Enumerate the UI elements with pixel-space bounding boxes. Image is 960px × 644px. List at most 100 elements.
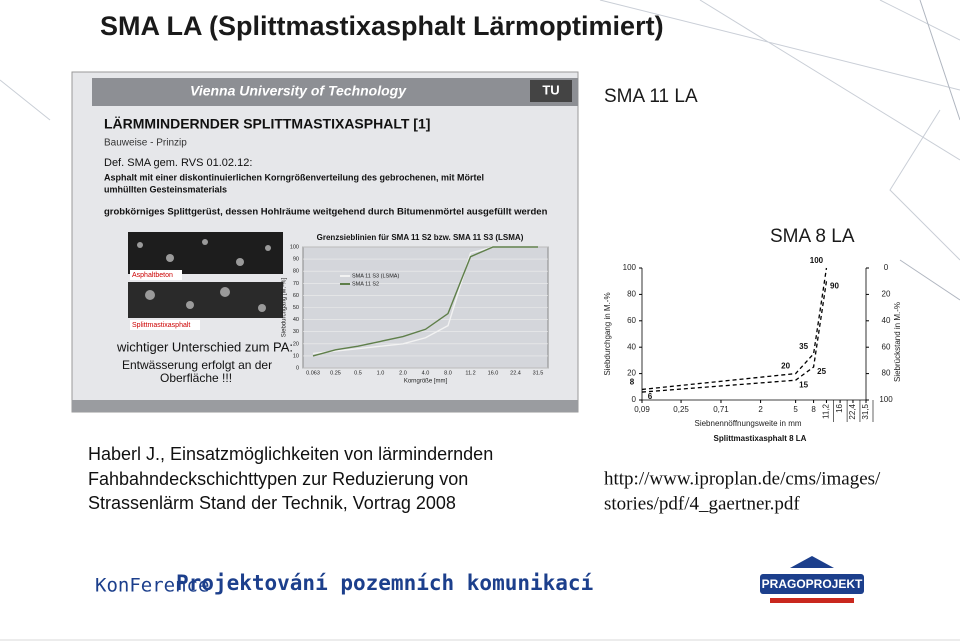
x-tick-label: 31,5 <box>861 403 870 419</box>
slide-difference: wichtiger Unterschied zum PA: <box>116 339 293 354</box>
series-line <box>641 267 828 391</box>
x-tick-label: 0,25 <box>673 405 689 414</box>
x-tick-label: 4.0 <box>422 370 430 376</box>
data-label: 8 <box>630 378 635 387</box>
pragoprojekt-logo: PRAGOPROJEKT <box>760 556 864 603</box>
footer-brand: KonFerence <box>95 575 209 597</box>
x-tick-label: 16.0 <box>488 370 499 376</box>
slide-heading: LÄRMMINDERNDER SPLITTMASTIXASPHALT [1] <box>104 116 430 132</box>
x-tick-label: 8.0 <box>444 370 452 376</box>
left-caption: SMA 11 LA <box>604 86 698 107</box>
x-tick-label: 8 <box>811 405 816 414</box>
x-tick-label: 1.0 <box>377 370 385 376</box>
data-label: 90 <box>830 281 839 290</box>
y-tick-label: 30 <box>293 329 299 335</box>
map-background <box>0 0 960 301</box>
y-tick-label: 0 <box>296 365 299 371</box>
series-line <box>641 281 828 393</box>
footer-conference: Projektování pozemních komunikací <box>176 571 593 595</box>
y-tick-label: 80 <box>627 290 636 299</box>
data-label: 15 <box>799 380 808 389</box>
y2-tick-label: 0 <box>884 263 889 272</box>
series-line <box>312 246 538 357</box>
y2-axis-label: Siebrückstand in M.-% <box>893 302 902 382</box>
data-label: 35 <box>799 342 808 351</box>
x-tick-label: 22.4 <box>510 370 521 376</box>
x-tick-label: 0.25 <box>330 370 341 376</box>
citation: Haberl J., Einsatzmöglichkeiten von lärm… <box>88 444 493 464</box>
x-tick-label: 0,71 <box>713 405 729 414</box>
y2-tick-label: 80 <box>882 369 891 378</box>
x-tick-label: 11,2 <box>822 403 831 419</box>
y-tick-label: 90 <box>293 257 299 263</box>
slide-definition: Def. SMA gem. RVS 01.02.12: <box>104 157 252 169</box>
y-tick-label: 100 <box>290 244 299 250</box>
y2-tick-label: 100 <box>879 395 893 404</box>
sample-label-bg <box>130 320 200 330</box>
slide-subheading: Bauweise - Prinzip <box>104 138 187 149</box>
slide-definition-text: Asphalt mit einer diskontinuierlichen Ko… <box>104 172 484 182</box>
x-axis-label: Siebnennöffnungsweite in mm <box>694 419 801 428</box>
slide-footer-bar <box>72 400 578 412</box>
sample-image <box>128 232 283 274</box>
x-tick-label: 22,4 <box>848 403 857 419</box>
legend-label: SMA 11 S3 (LSMA) <box>352 273 399 279</box>
slide-header-bar <box>92 78 578 106</box>
y-axis-label: Siebdurchgang [M.-%] <box>282 277 288 337</box>
chart-title: Grenzsieblinien für SMA 11 S2 bzw. SMA 1… <box>317 233 524 242</box>
x-tick-label: 11.2 <box>465 370 475 376</box>
y-tick-label: 0 <box>632 395 637 404</box>
y-tick-label: 40 <box>627 342 636 351</box>
y2-tick-label: 20 <box>882 290 891 299</box>
x-tick-label: 0,09 <box>634 405 650 414</box>
slide-drainage: Entwässerung erfolgt an der <box>122 358 272 372</box>
tu-logo-text: TU <box>542 82 559 97</box>
slide-structure: grobkörniges Splittgerüst, dessen Hohlrä… <box>104 207 548 218</box>
x-axis-label: Korngröße [mm] <box>404 379 448 385</box>
page-title: SMA LA (Splittmastixasphalt Lärmoptimier… <box>100 11 664 41</box>
y-tick-label: 60 <box>293 293 299 299</box>
right-caption: SMA 8 LA <box>770 226 855 247</box>
sample-texture <box>137 239 271 312</box>
y-tick-label: 20 <box>627 369 636 378</box>
sample-label: Asphaltbeton <box>132 272 173 279</box>
tu-logo <box>530 80 572 102</box>
slide-definition-text: umhüllten Gesteinsmaterials <box>104 184 227 194</box>
y-tick-label: 20 <box>293 341 299 347</box>
logo-text: PRAGOPROJEKT <box>762 577 863 591</box>
source-url: http://www.iproplan.de/cms/images/ <box>604 468 881 489</box>
data-label: 20 <box>781 362 790 371</box>
slide-header: Vienna University of Technology <box>190 83 407 99</box>
y-tick-label: 10 <box>293 353 299 359</box>
x-tick-label: 5 <box>793 405 798 414</box>
y2-tick-label: 60 <box>882 342 891 351</box>
x-tick-label: 16 <box>835 403 844 412</box>
citation: Strassenlärm Stand der Technik, Vortrag … <box>88 493 456 513</box>
data-label: 100 <box>810 256 824 265</box>
y-tick-label: 70 <box>293 281 299 287</box>
x-tick-label: 2.0 <box>399 370 407 376</box>
y-tick-label: 60 <box>627 316 636 325</box>
chart-caption: Splittmastixasphalt 8 LA <box>714 434 807 443</box>
data-label: 25 <box>817 367 826 376</box>
source-url: stories/pdf/4_gaertner.pdf <box>604 493 800 514</box>
x-tick-label: 0.063 <box>306 370 320 376</box>
y-axis-label: Siebdurchgang in M.-% <box>603 292 612 375</box>
x-tick-label: 2 <box>758 405 763 414</box>
data-label: 6 <box>648 392 653 401</box>
citation: Fahbahndeckschichttypen zur Reduzierung … <box>88 469 468 489</box>
sample-image <box>128 282 283 318</box>
slide-drainage: Oberfläche !!! <box>160 371 232 385</box>
embedded-chart: Grenzsieblinien für SMA 11 S2 bzw. SMA 1… <box>282 233 549 385</box>
x-tick-label: 0.5 <box>354 370 362 376</box>
sample-label: Splittmastixasphalt <box>132 322 190 329</box>
y-tick-label: 100 <box>623 263 637 272</box>
y-tick-label: 40 <box>293 317 299 323</box>
y-tick-label: 80 <box>293 269 299 275</box>
legend-label: SMA 11 S2 <box>352 281 379 287</box>
y-tick-label: 50 <box>293 305 299 311</box>
x-tick-label: 31.5 <box>533 370 544 376</box>
y2-tick-label: 40 <box>882 316 891 325</box>
